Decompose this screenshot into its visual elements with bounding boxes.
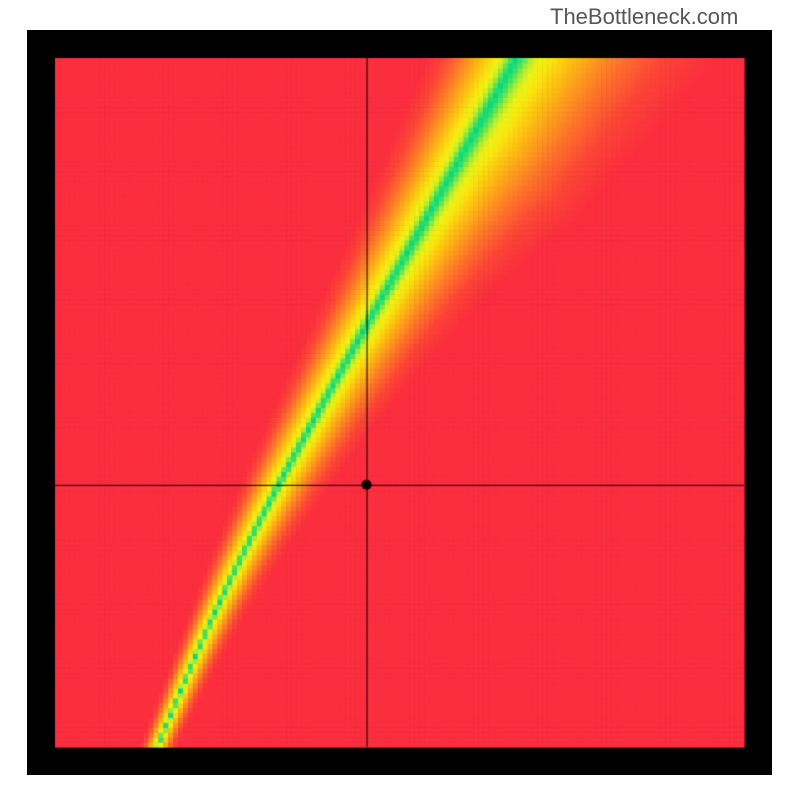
- watermark-text: TheBottleneck.com: [550, 4, 738, 30]
- bottleneck-heatmap: [27, 30, 772, 775]
